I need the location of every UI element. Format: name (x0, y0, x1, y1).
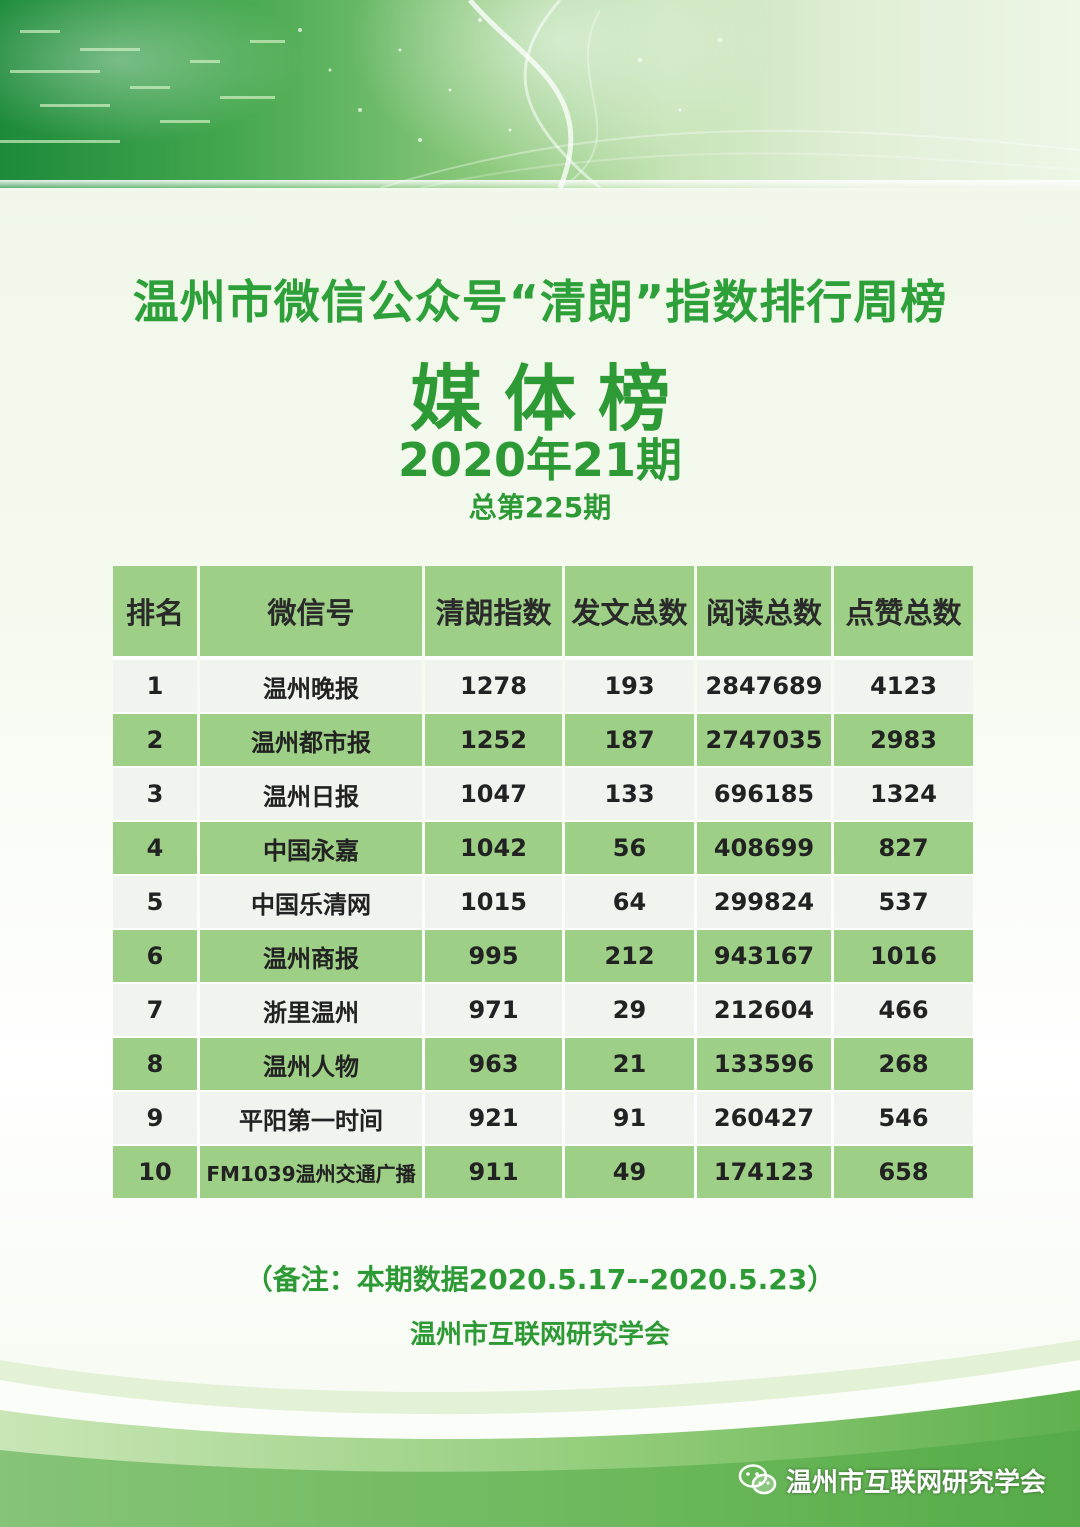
cell-reads: 408699 (697, 820, 831, 874)
table-row: 6 温州商报 995 212 943167 1016 (113, 928, 973, 982)
cell-rank: 4 (113, 820, 197, 874)
cell-index: 911 (425, 1144, 562, 1198)
cell-account: 温州都市报 (200, 712, 422, 766)
wechat-watermark: 温州市互联网研究学会 (738, 1460, 1046, 1500)
cell-account: 温州晚报 (200, 658, 422, 712)
column-header-likes: 点赞总数 (834, 566, 973, 658)
cell-rank: 3 (113, 766, 197, 820)
cell-reads: 212604 (697, 982, 831, 1036)
cell-likes: 466 (834, 982, 973, 1036)
cell-index: 1278 (425, 658, 562, 712)
cell-reads: 299824 (697, 874, 831, 928)
cell-likes: 2983 (834, 712, 973, 766)
table-header-row: 排名 微信号 清朗指数 发文总数 阅读总数 点赞总数 (113, 566, 973, 658)
page-title: 温州市微信公众号“清朗”指数排行周榜 (132, 275, 948, 329)
cell-likes: 4123 (834, 658, 973, 712)
cell-posts: 187 (565, 712, 694, 766)
issue-period: 2020年21期 (397, 433, 683, 487)
table-row: 7 浙里温州 971 29 212604 466 (113, 982, 973, 1036)
column-header-rank: 排名 (113, 566, 197, 658)
table-row: 4 中国永嘉 1042 56 408699 827 (113, 820, 973, 874)
cell-account: FM1039温州交通广播 (200, 1144, 422, 1198)
column-header-account: 微信号 (200, 566, 422, 658)
cell-likes: 658 (834, 1144, 973, 1198)
column-header-reads: 阅读总数 (697, 566, 831, 658)
cell-index: 921 (425, 1090, 562, 1144)
cell-reads: 2847689 (697, 658, 831, 712)
cell-account: 中国永嘉 (200, 820, 422, 874)
cell-account: 温州日报 (200, 766, 422, 820)
table-row: 9 平阳第一时间 921 91 260427 546 (113, 1090, 973, 1144)
organization-name: 温州市互联网研究学会 (409, 1320, 670, 1350)
cell-likes: 537 (834, 874, 973, 928)
cell-index: 1252 (425, 712, 562, 766)
table-row: 5 中国乐清网 1015 64 299824 537 (113, 874, 973, 928)
column-header-index: 清朗指数 (425, 566, 562, 658)
cell-posts: 21 (565, 1036, 694, 1090)
cell-rank: 5 (113, 874, 197, 928)
cell-reads: 696185 (697, 766, 831, 820)
cell-posts: 49 (565, 1144, 694, 1198)
cell-reads: 174123 (697, 1144, 831, 1198)
table-row: 3 温州日报 1047 133 696185 1324 (113, 766, 973, 820)
cell-posts: 193 (565, 658, 694, 712)
cell-index: 963 (425, 1036, 562, 1090)
cell-rank: 9 (113, 1090, 197, 1144)
cell-posts: 212 (565, 928, 694, 982)
cell-index: 1015 (425, 874, 562, 928)
table-row: 10 FM1039温州交通广播 911 49 174123 658 (113, 1144, 973, 1198)
cell-posts: 56 (565, 820, 694, 874)
cell-likes: 268 (834, 1036, 973, 1090)
wechat-icon (738, 1464, 777, 1495)
data-period-note: （备注：本期数据2020.5.17--2020.5.23） (244, 1263, 836, 1296)
cell-likes: 1016 (834, 928, 973, 982)
cell-likes: 1324 (834, 766, 973, 820)
cell-likes: 827 (834, 820, 973, 874)
watermark-text: 温州市互联网研究学会 (785, 1467, 1046, 1498)
table-row: 8 温州人物 963 21 133596 268 (113, 1036, 973, 1090)
cell-reads: 260427 (697, 1090, 831, 1144)
cell-index: 971 (425, 982, 562, 1036)
table-row: 2 温州都市报 1252 187 2747035 2983 (113, 712, 973, 766)
cell-posts: 64 (565, 874, 694, 928)
cell-account: 温州人物 (200, 1036, 422, 1090)
table-row: 1 温州晚报 1278 193 2847689 4123 (113, 658, 973, 712)
cell-posts: 133 (565, 766, 694, 820)
cell-index: 1042 (425, 820, 562, 874)
cell-rank: 10 (113, 1144, 197, 1198)
cell-rank: 6 (113, 928, 197, 982)
decorative-banner (0, 0, 1080, 192)
cell-posts: 29 (565, 982, 694, 1036)
cell-likes: 546 (834, 1090, 973, 1144)
cell-account: 浙里温州 (200, 982, 422, 1036)
footer-wave (0, 1340, 1080, 1527)
banner-edge (0, 180, 1080, 192)
cell-account: 温州商报 (200, 928, 422, 982)
cell-reads: 943167 (697, 928, 831, 982)
ranking-table: 排名 微信号 清朗指数 发文总数 阅读总数 点赞总数 1 温州晚报 1278 1… (110, 566, 976, 1198)
column-header-posts: 发文总数 (565, 566, 694, 658)
banner-pattern (0, 0, 1080, 188)
category-title: 媒体榜 (409, 357, 692, 441)
cell-posts: 91 (565, 1090, 694, 1144)
cell-rank: 7 (113, 982, 197, 1036)
cell-account: 中国乐清网 (200, 874, 422, 928)
cell-reads: 2747035 (697, 712, 831, 766)
cell-rank: 1 (113, 658, 197, 712)
cell-index: 995 (425, 928, 562, 982)
cell-rank: 2 (113, 712, 197, 766)
cell-reads: 133596 (697, 1036, 831, 1090)
issue-total: 总第225期 (468, 491, 612, 524)
cell-account: 平阳第一时间 (200, 1090, 422, 1144)
cell-index: 1047 (425, 766, 562, 820)
cell-rank: 8 (113, 1036, 197, 1090)
